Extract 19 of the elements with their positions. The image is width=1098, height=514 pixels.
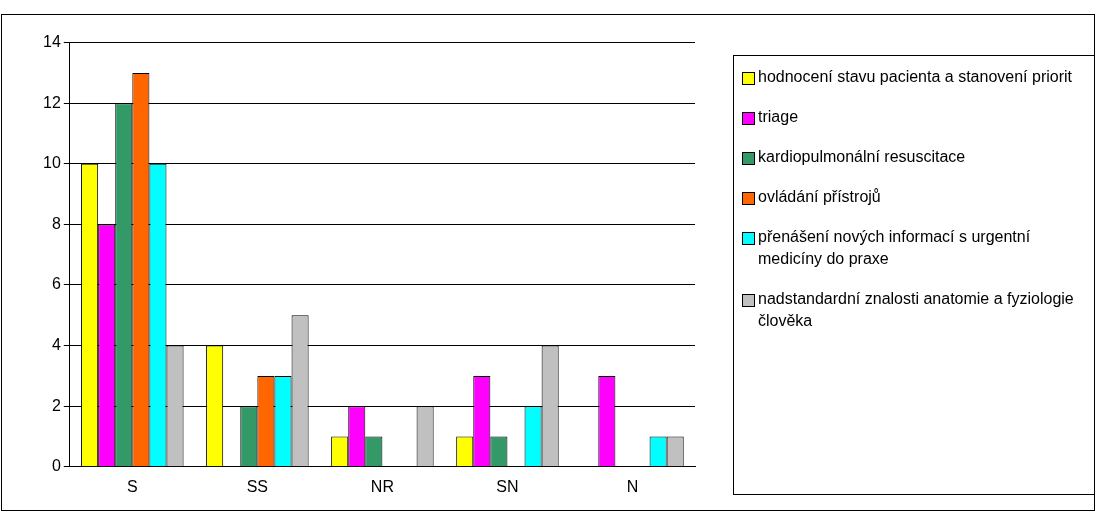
legend-label: hodnocení stavu pacienta a stanovení priorit bbox=[758, 67, 1072, 87]
x-tick-label: SS bbox=[246, 477, 269, 495]
legend-label: nadstandardní znalosti anatomie a fyziologie člověka bbox=[758, 289, 1075, 331]
x-tick-label: N bbox=[626, 477, 639, 495]
legend-label: triage bbox=[758, 107, 799, 127]
x-tick-label: S bbox=[126, 477, 138, 495]
y-tick-label: 8 bbox=[51, 214, 61, 232]
y-tick-label: 14 bbox=[43, 33, 61, 51]
x-tick-label: NR bbox=[370, 477, 394, 495]
y-tick-label: 4 bbox=[51, 336, 61, 354]
y-tick-label: 10 bbox=[43, 154, 61, 172]
legend-label: ovládání přístrojů bbox=[758, 187, 881, 207]
y-tick-label: 12 bbox=[43, 93, 61, 111]
x-tick-label: SN bbox=[496, 477, 519, 495]
legend-label: kardiopulmonální resuscitace bbox=[758, 147, 966, 167]
legend-label: přenášení nových informací s urgentní medicíny do praxe bbox=[758, 227, 1032, 269]
y-tick-label: 0 bbox=[51, 457, 61, 475]
y-tick-label: 2 bbox=[51, 396, 61, 414]
y-tick-label: 6 bbox=[51, 275, 61, 293]
